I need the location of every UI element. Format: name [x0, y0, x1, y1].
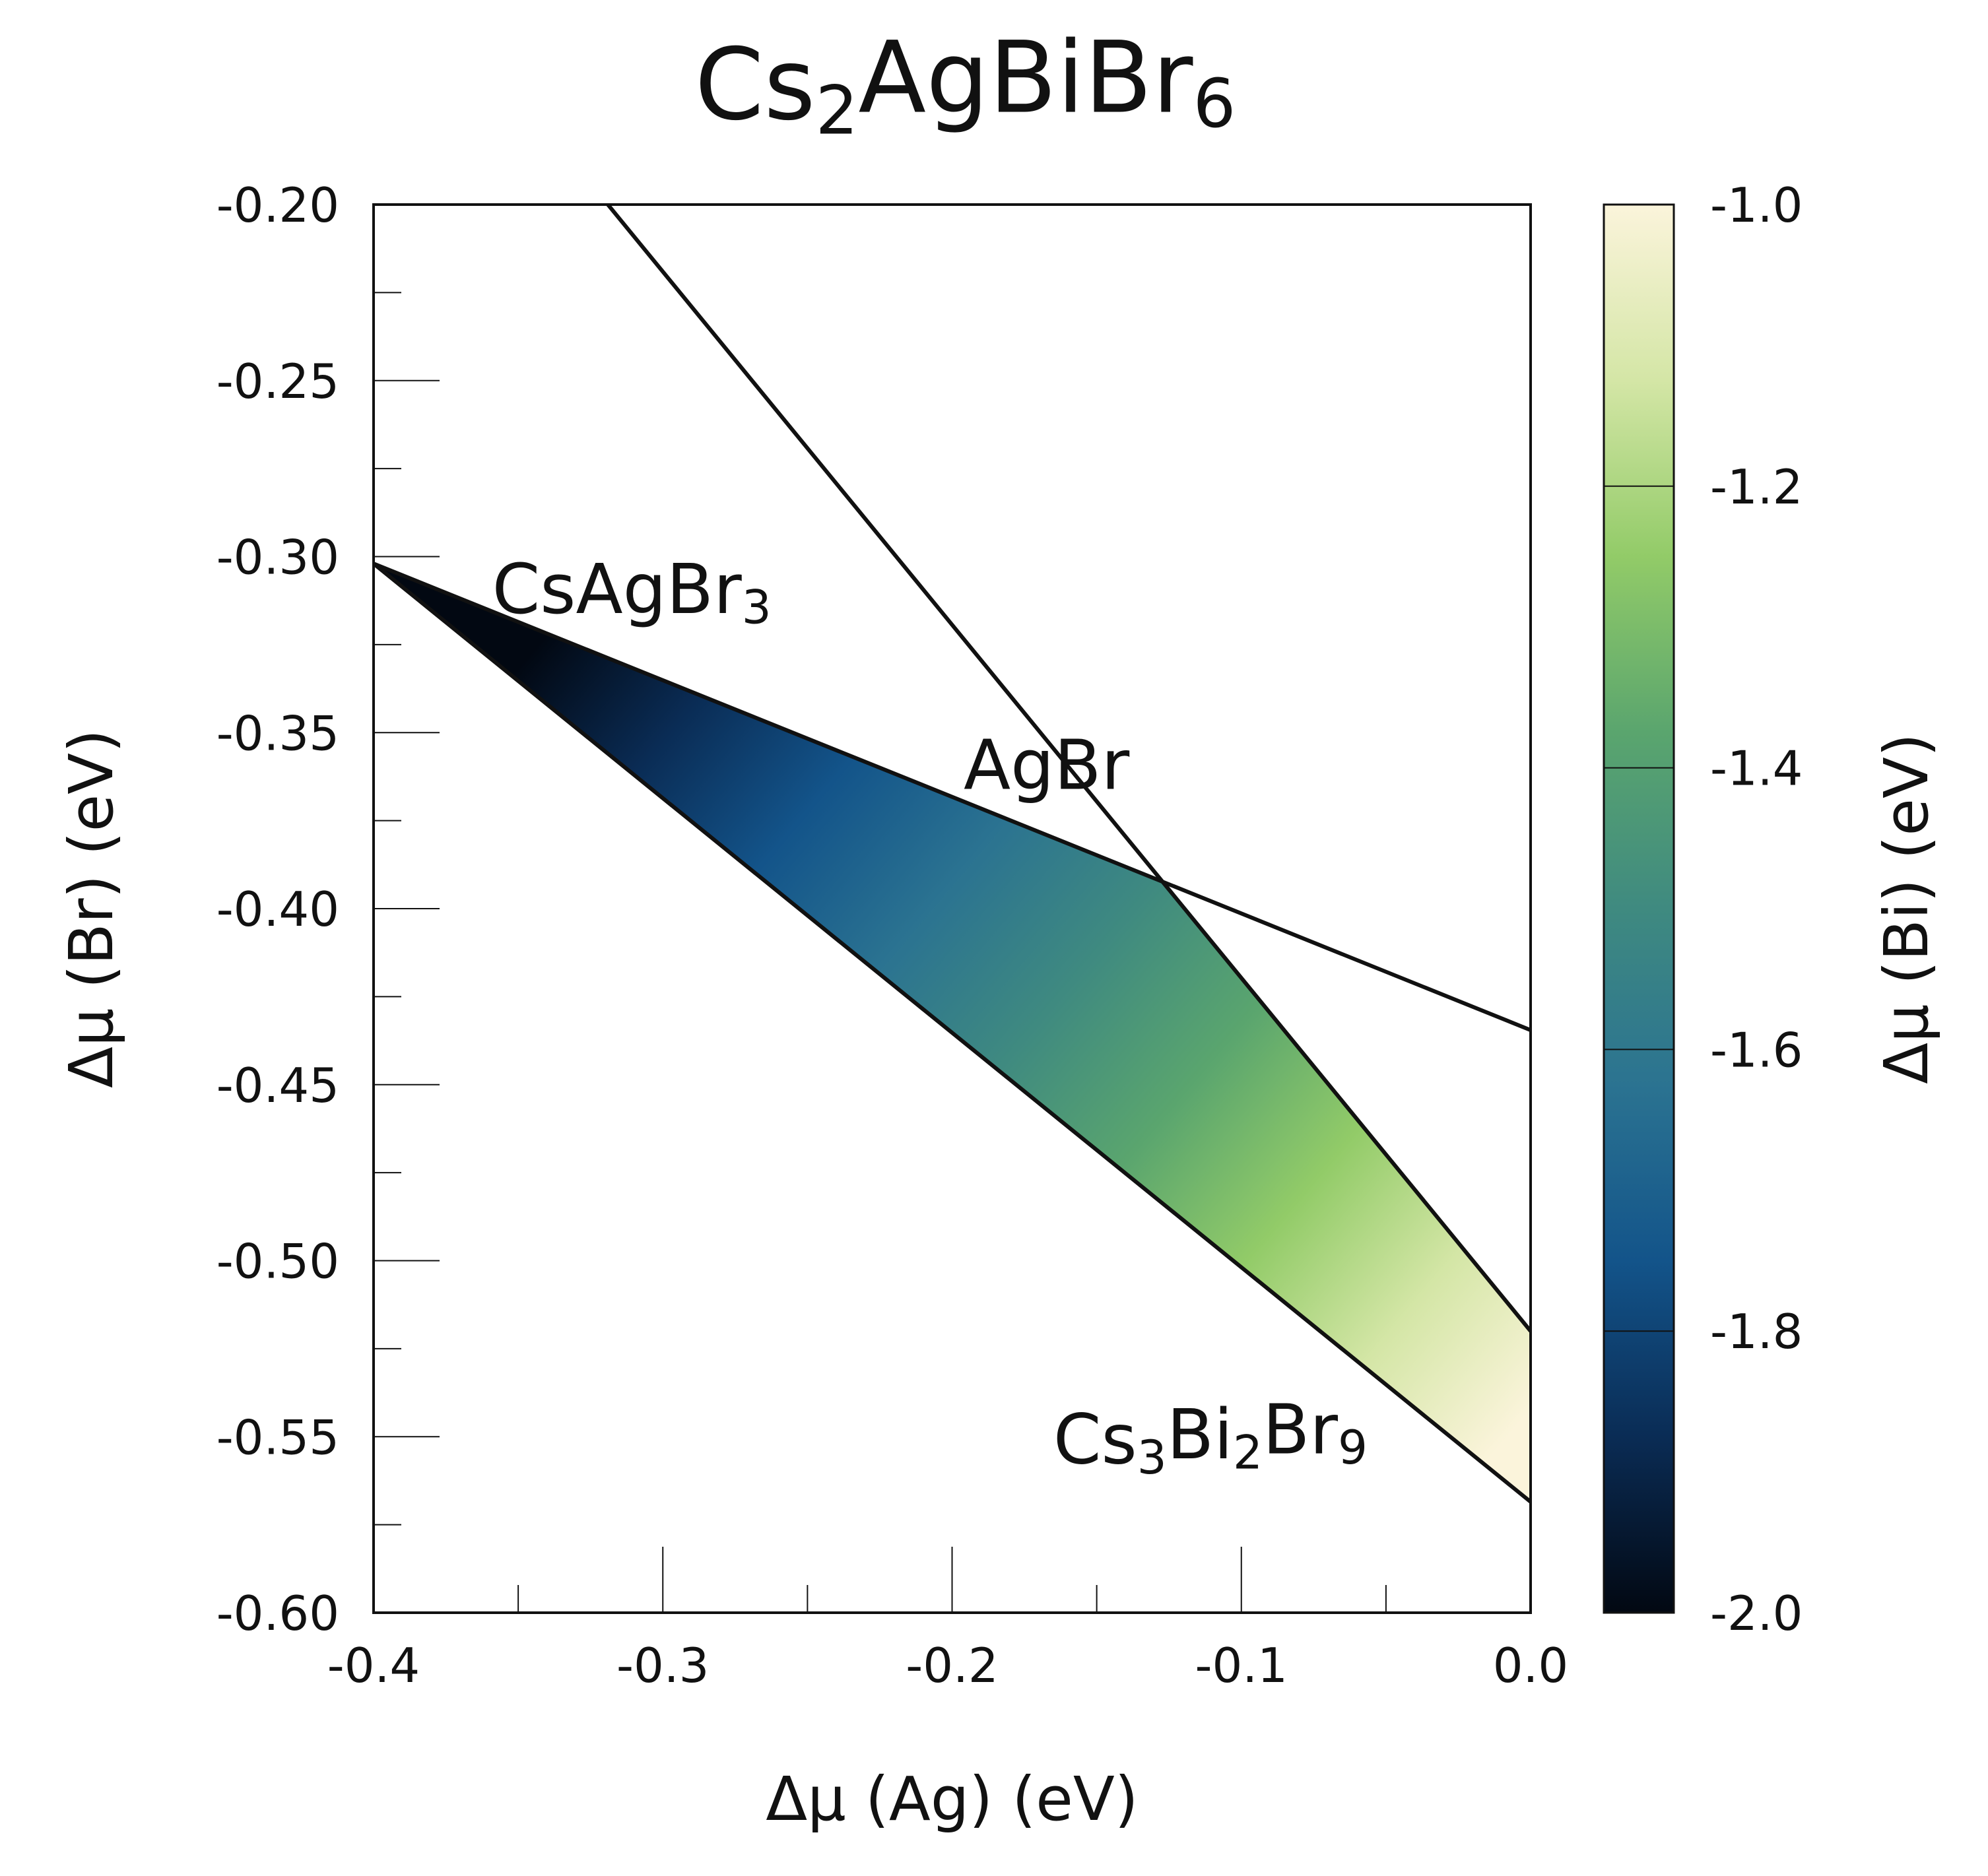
colorbar-tick-label: -1.8 — [1710, 1304, 1803, 1359]
y-tick-label: -0.40 — [216, 882, 339, 937]
region-label-cs3bi2br9: Cs3Bi2Br9 — [1053, 1390, 1368, 1485]
y-tick-label: -0.35 — [216, 705, 339, 761]
chart-title: Cs2AgBiBr6 — [695, 20, 1236, 150]
y-axis-title: Δμ (Br) (eV) — [56, 729, 127, 1088]
colorbar-tick-label: -1.4 — [1710, 741, 1803, 796]
boundary-lines — [374, 205, 1531, 1504]
x-axis-title: Δμ (Ag) (eV) — [766, 1764, 1138, 1834]
y-tick-label: -0.20 — [216, 178, 339, 233]
y-tick-label: -0.30 — [216, 530, 339, 585]
chart-title-part: 6 — [1193, 65, 1236, 143]
chart-title-part: Cs — [695, 28, 816, 143]
region-label-cs3bi2br9-part: 2 — [1233, 1425, 1263, 1479]
colorbar-tick-label: -2.0 — [1710, 1586, 1803, 1641]
colorbar — [1603, 203, 1675, 1614]
x-tick-label: -0.1 — [1195, 1638, 1288, 1693]
chart-title-part: 2 — [816, 71, 859, 150]
colorbar-tick-label: -1.6 — [1710, 1022, 1803, 1078]
colorbar-tick-label: -1.0 — [1710, 178, 1803, 233]
y-tick-label: -0.50 — [216, 1234, 339, 1289]
region-label-csagbr3: CsAgBr3 — [492, 549, 772, 635]
y-tick-label: -0.25 — [216, 354, 339, 409]
x-tick-label: -0.3 — [616, 1638, 709, 1693]
region-label-agbr: AgBr — [964, 725, 1130, 806]
colorbar-title: Δμ (Bi) (eV) — [1871, 733, 1942, 1084]
region-label-csagbr3-part: 3 — [742, 579, 772, 634]
region-label-cs3bi2br9-part: 3 — [1137, 1430, 1167, 1485]
y-tick-label: -0.55 — [216, 1409, 339, 1465]
x-tick-label: 0.0 — [1493, 1638, 1569, 1693]
x-tick-label: -0.4 — [327, 1638, 420, 1693]
x-tick-label: -0.2 — [906, 1638, 998, 1693]
region-label-cs3bi2br9-part: Br — [1263, 1390, 1338, 1470]
chart-title-part: AgBiBr — [858, 20, 1193, 135]
boundary-line-agbr — [606, 205, 1531, 1333]
region-label-cs3bi2br9-part: 9 — [1338, 1420, 1368, 1475]
y-tick-label: -0.60 — [216, 1586, 339, 1641]
colorbar-tick-label: -1.2 — [1710, 459, 1803, 515]
region-label-cs3bi2br9-part: Cs — [1053, 1399, 1137, 1479]
boundary-line-csagbr3 — [374, 562, 1531, 1032]
region-label-agbr-part: AgBr — [964, 725, 1130, 806]
y-tick-label: -0.45 — [216, 1058, 339, 1113]
boundary-line-cs3bi2br9 — [374, 562, 1531, 1504]
region-label-cs3bi2br9-part: Bi — [1167, 1394, 1233, 1475]
region-label-csagbr3-part: CsAgBr — [492, 549, 742, 630]
